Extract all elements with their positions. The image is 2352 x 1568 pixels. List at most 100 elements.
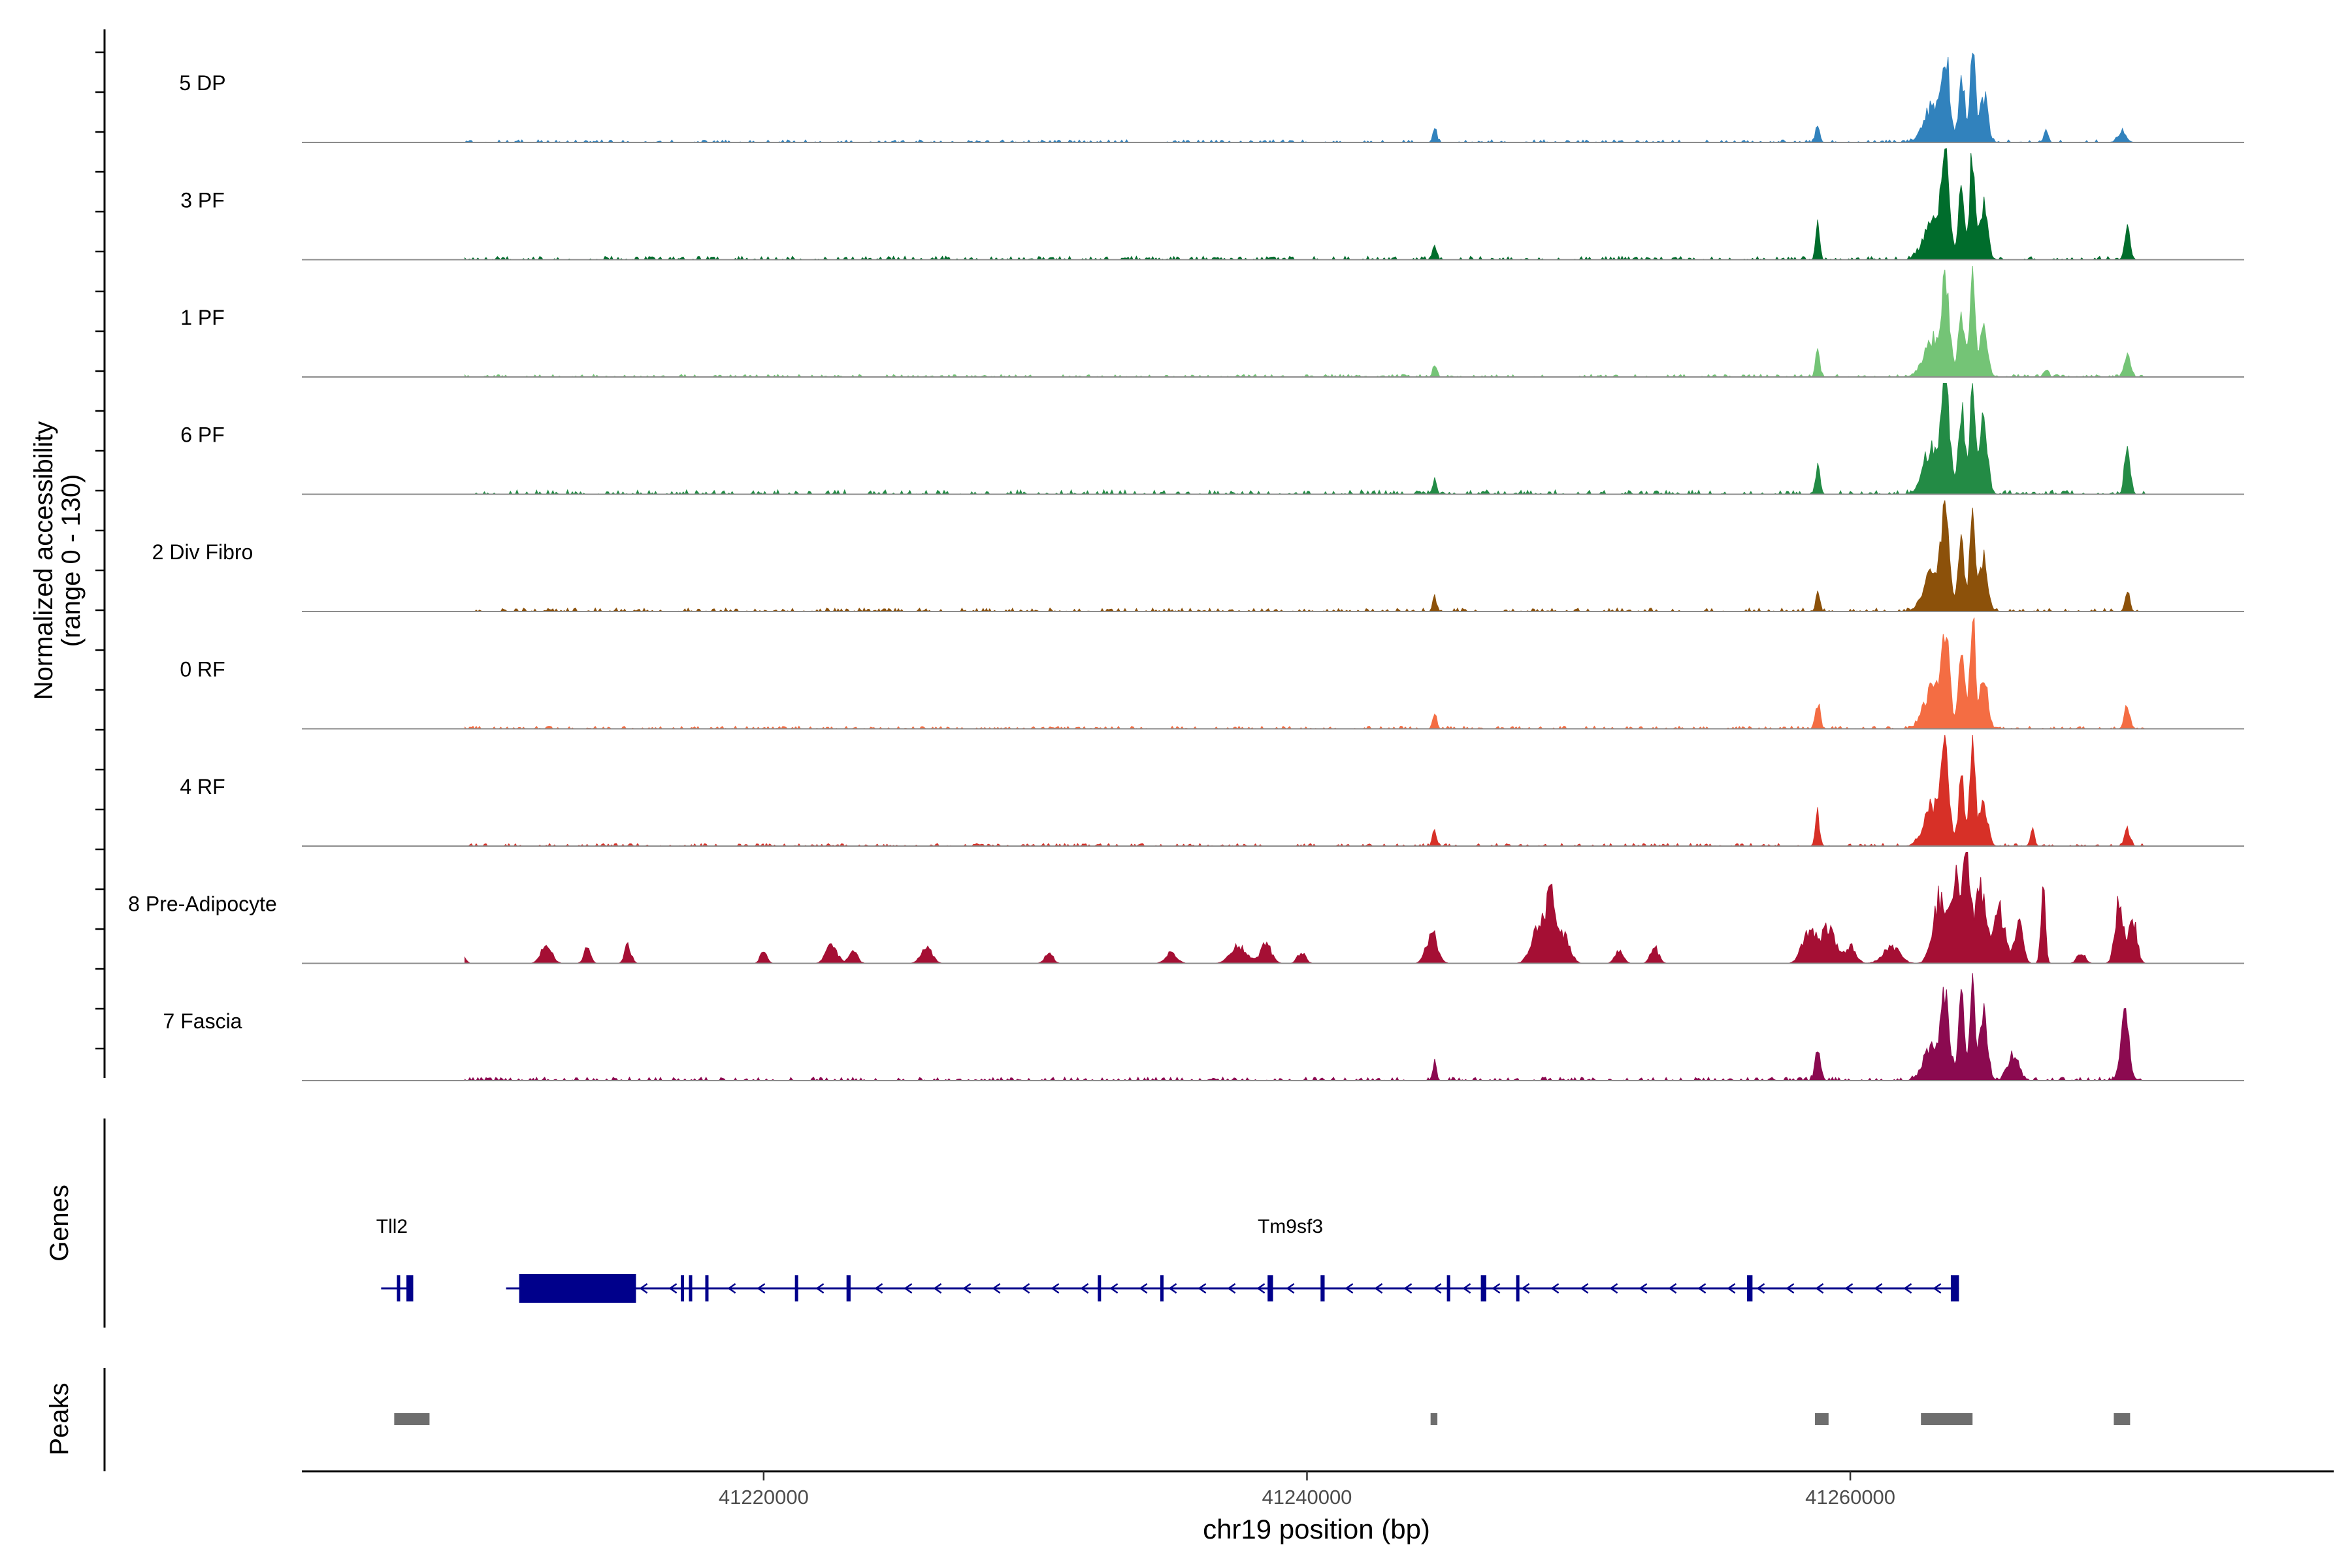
strand-chevron: [1756, 1282, 1765, 1294]
gene-models: Tll2 Tm9sf3: [376, 1216, 1959, 1303]
coverage-track: 6 PF: [180, 383, 2244, 495]
genes-panel: Genes Tll2 Tm9sf3: [45, 1119, 1959, 1328]
gene-exon: [1160, 1275, 1164, 1301]
gene-exon: [406, 1275, 414, 1301]
strand-chevron: [992, 1282, 1001, 1294]
coverage-y-ticks: [95, 51, 105, 1050]
gene-exon: [1098, 1275, 1102, 1301]
gene-exon: [689, 1275, 693, 1301]
track-label: 6 PF: [180, 423, 225, 447]
strand-chevron: [904, 1282, 913, 1294]
gene-name: Tll2: [376, 1216, 408, 1237]
x-axis-title: chr19 position (bp): [1203, 1514, 1430, 1544]
y-axis-label-line1: Normalized accessibility: [29, 421, 58, 700]
strand-chevron: [815, 1282, 825, 1294]
x-axis: 41220000 41240000 41260000 chr19 position …: [302, 1470, 2334, 1544]
gene-exon: [1747, 1275, 1753, 1301]
gene-model: Tm9sf3: [506, 1216, 1959, 1303]
strand-chevron: [1080, 1282, 1089, 1294]
strand-chevron: [1668, 1282, 1677, 1294]
strand-chevron: [1227, 1282, 1236, 1294]
strand-chevron: [1639, 1282, 1648, 1294]
peak-region: [1815, 1413, 1829, 1425]
strand-chevron: [1697, 1282, 1707, 1294]
gene-exon: [794, 1275, 798, 1301]
peak-region: [394, 1413, 430, 1425]
strand-chevron: [639, 1282, 648, 1294]
x-axis-tick-label: 41220000: [719, 1486, 809, 1509]
x-axis-tick-label: 41260000: [1805, 1486, 1895, 1509]
coverage-track: 5 DP: [179, 52, 2244, 143]
track-label: 3 PF: [180, 189, 225, 212]
coverage-track: 0 RF: [180, 617, 2244, 730]
strand-chevron: [1345, 1282, 1354, 1294]
strand-chevron: [757, 1282, 766, 1294]
strand-chevron: [933, 1282, 942, 1294]
coverage-track: 7 Fascia: [163, 973, 2244, 1082]
gene-exon: [1516, 1275, 1520, 1301]
track-label: 2 Div Fibro: [152, 540, 253, 564]
strand-chevron: [1727, 1282, 1736, 1294]
x-axis-tick-label: 41240000: [1262, 1486, 1352, 1509]
track-label: 8 Pre-Adipocyte: [128, 892, 277, 916]
x-axis-ticks: 41220000 41240000 41260000: [719, 1471, 1895, 1509]
strand-chevron: [1903, 1282, 1912, 1294]
strand-chevron: [1492, 1282, 1501, 1294]
y-axis-label-line2: (range 0 - 130): [57, 474, 86, 647]
strand-chevron: [1139, 1282, 1148, 1294]
track-label: 0 RF: [180, 658, 225, 681]
peak-region: [2114, 1413, 2131, 1425]
strand-chevron: [1168, 1282, 1177, 1294]
peaks-panel-label: Peaks: [45, 1382, 74, 1455]
strand-chevron: [1256, 1282, 1266, 1294]
strand-chevron: [1550, 1282, 1560, 1294]
gene-exon: [397, 1275, 400, 1301]
coverage-track: 4 RF: [180, 734, 2244, 847]
gene-exon: [519, 1274, 636, 1303]
strand-chevron: [1051, 1282, 1060, 1294]
peak-regions: [394, 1413, 2131, 1425]
gene-exon: [1950, 1275, 1959, 1301]
strand-chevron: [1521, 1282, 1530, 1294]
coverage-track: 3 PF: [180, 148, 2244, 261]
strand-chevron: [874, 1282, 883, 1294]
coverage-tracks: 5 DP 3 PF 1 PF 6 PF 2 Div Fibro 0 RF 4 RF 8 Pre…: [128, 52, 2244, 1082]
coverage-track: 1 PF: [180, 265, 2244, 378]
strand-chevron: [1462, 1282, 1471, 1294]
strand-chevron: [1021, 1282, 1030, 1294]
gene-name: Tm9sf3: [1258, 1216, 1323, 1237]
gene-exon: [1446, 1275, 1450, 1301]
strand-chevron: [1786, 1282, 1795, 1294]
coverage-track: 8 Pre-Adipocyte: [128, 852, 2244, 964]
strand-chevron: [1286, 1282, 1295, 1294]
coverage-track: 2 Div Fibro: [152, 500, 2244, 613]
gene-exon: [1480, 1275, 1486, 1301]
strand-chevron: [1109, 1282, 1119, 1294]
track-label: 5 DP: [179, 71, 225, 95]
strand-chevron: [727, 1282, 736, 1294]
peak-region: [1430, 1413, 1438, 1425]
strand-chevron: [1874, 1282, 1883, 1294]
strand-chevron: [1433, 1282, 1442, 1294]
gene-model: Tll2: [376, 1216, 414, 1301]
track-label: 7 Fascia: [163, 1009, 242, 1033]
strand-chevron: [962, 1282, 972, 1294]
gene-exon: [1320, 1275, 1325, 1301]
gene-exon: [1267, 1275, 1273, 1301]
strand-chevron: [1198, 1282, 1207, 1294]
peaks-panel: Peaks: [45, 1368, 2131, 1471]
strand-chevron: [1374, 1282, 1383, 1294]
coverage-panel: Normalized accessibility (range 0 - 130)…: [29, 29, 2244, 1082]
strand-chevron: [1580, 1282, 1589, 1294]
gene-exon: [846, 1275, 851, 1301]
strand-chevron: [1844, 1282, 1854, 1294]
strand-chevron: [1403, 1282, 1413, 1294]
strand-chevron: [1815, 1282, 1824, 1294]
track-label: 1 PF: [180, 306, 225, 329]
gene-exon: [705, 1275, 709, 1301]
strand-chevron: [668, 1282, 678, 1294]
genes-panel-label: Genes: [45, 1184, 74, 1262]
strand-chevron: [1609, 1282, 1618, 1294]
